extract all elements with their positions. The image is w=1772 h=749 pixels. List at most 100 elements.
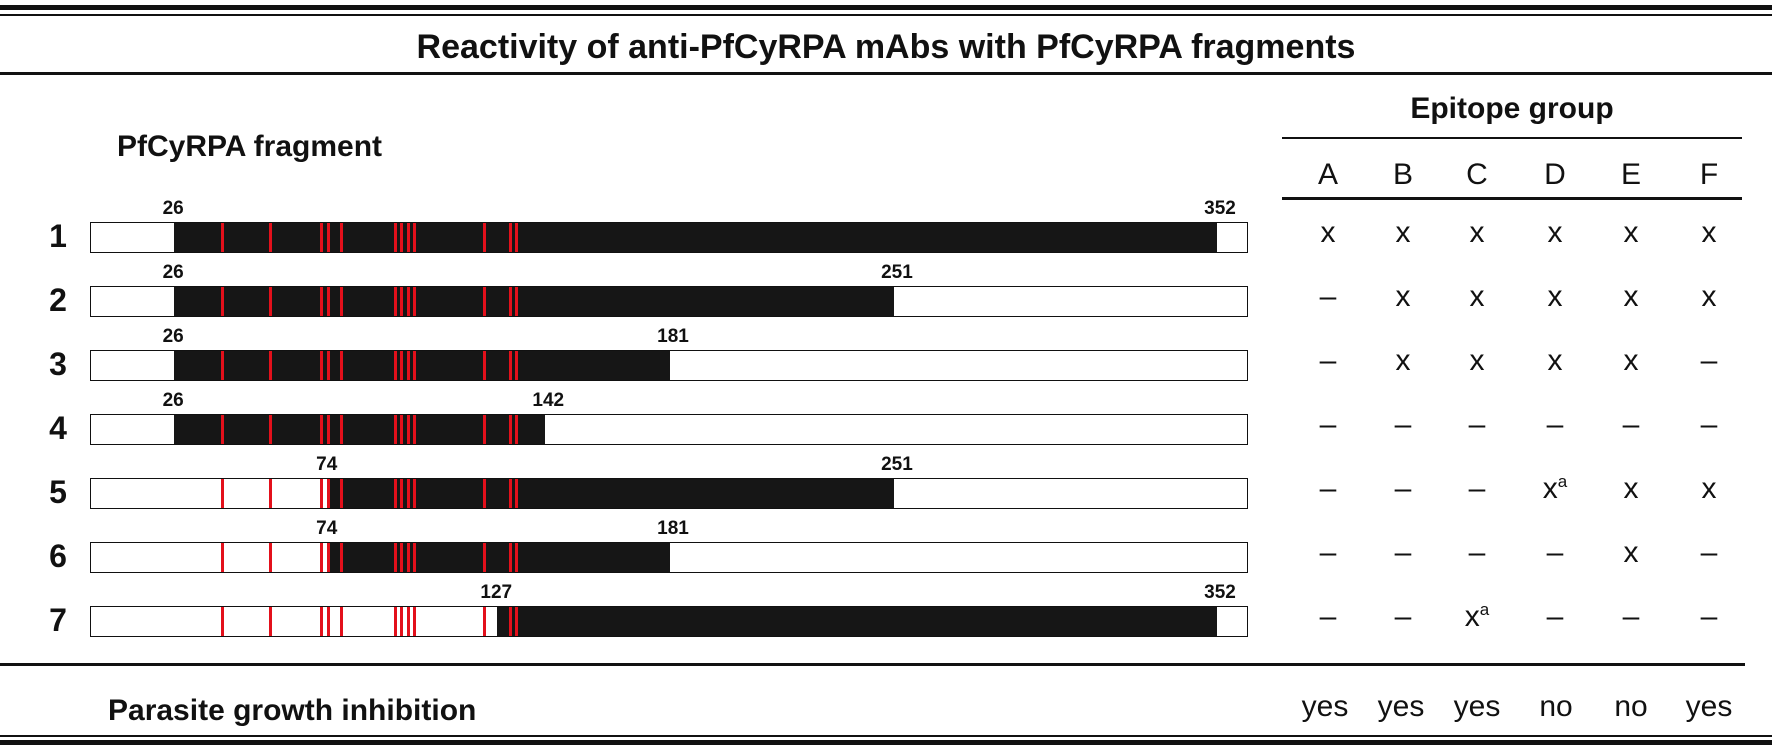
cysteine-mark bbox=[406, 607, 410, 636]
row-number: 2 bbox=[49, 282, 67, 318]
figure-title: Reactivity of anti-PfCyRPA mAbs with PfC… bbox=[416, 28, 1356, 66]
fragment-bar bbox=[90, 414, 1248, 445]
end-residue-label: 251 bbox=[881, 262, 913, 283]
cysteine-mark bbox=[515, 287, 519, 316]
epitope-rule bbox=[1282, 137, 1742, 139]
row-number: 7 bbox=[49, 602, 67, 638]
cysteine-mark bbox=[339, 287, 343, 316]
cysteine-mark bbox=[320, 351, 324, 380]
end-residue-label: 352 bbox=[1204, 582, 1236, 603]
reactivity-value: x bbox=[1623, 280, 1639, 313]
reactivity-value: – bbox=[1319, 472, 1337, 505]
cysteine-mark bbox=[320, 223, 324, 252]
reactivity-cell: x bbox=[1525, 344, 1585, 378]
reactivity-value: – bbox=[1700, 600, 1718, 633]
cysteine-mark bbox=[515, 543, 519, 572]
cysteine-mark bbox=[413, 415, 417, 444]
reactivity-cell: x bbox=[1373, 280, 1433, 314]
reactivity-cell: – bbox=[1601, 408, 1661, 442]
cysteine-mark bbox=[483, 479, 487, 508]
cysteine-mark bbox=[326, 287, 330, 316]
reactivity-cell: – bbox=[1298, 280, 1358, 314]
cysteine-mark bbox=[413, 287, 417, 316]
cysteine-mark bbox=[320, 607, 324, 636]
cysteine-mark bbox=[509, 607, 513, 636]
end-residue-label: 181 bbox=[657, 326, 689, 347]
cysteine-mark bbox=[393, 287, 397, 316]
reactivity-value: – bbox=[1394, 536, 1412, 569]
footnote-marker: a bbox=[1479, 600, 1490, 619]
cysteine-mark bbox=[483, 607, 487, 636]
start-residue-label: 26 bbox=[162, 198, 184, 219]
inhibition-a: yes bbox=[1301, 690, 1349, 723]
reactivity-value: x bbox=[1623, 536, 1639, 569]
row-number: 1 bbox=[49, 218, 67, 254]
group-header-b: B bbox=[1392, 158, 1413, 191]
reactivity-cell: x bbox=[1601, 536, 1661, 570]
reactivity-cell: – bbox=[1298, 600, 1358, 634]
reactivity-cell: – bbox=[1373, 472, 1433, 506]
cysteine-mark bbox=[406, 351, 410, 380]
cysteine-mark bbox=[400, 223, 404, 252]
top-rule-inner bbox=[0, 14, 1772, 16]
inhibition-rule bbox=[0, 663, 1745, 666]
reactivity-value: x bbox=[1623, 472, 1639, 505]
reactivity-value: – bbox=[1700, 408, 1718, 441]
cysteine-mark bbox=[406, 223, 410, 252]
cysteine-mark bbox=[221, 543, 225, 572]
cysteine-mark bbox=[509, 223, 513, 252]
reactivity-cell: x bbox=[1601, 472, 1661, 506]
cysteine-mark bbox=[413, 479, 417, 508]
cysteine-mark bbox=[339, 351, 343, 380]
cysteine-mark bbox=[269, 351, 273, 380]
group-header-rule bbox=[1282, 197, 1742, 200]
reactivity-value: x bbox=[1464, 600, 1480, 633]
cysteine-mark bbox=[400, 607, 404, 636]
reactivity-cell: x bbox=[1447, 216, 1507, 250]
cysteine-mark bbox=[483, 543, 487, 572]
fragment-bar bbox=[90, 350, 1248, 381]
row-number: 5 bbox=[49, 474, 67, 510]
reactivity-value: x bbox=[1542, 472, 1558, 505]
cysteine-mark bbox=[413, 543, 417, 572]
reactivity-cell: x bbox=[1601, 280, 1661, 314]
cysteine-mark bbox=[221, 479, 225, 508]
cysteine-mark bbox=[339, 607, 343, 636]
reactivity-value: – bbox=[1546, 408, 1564, 441]
fragment-bar bbox=[90, 478, 1248, 509]
cysteine-mark bbox=[326, 351, 330, 380]
cysteine-mark bbox=[326, 223, 330, 252]
cysteine-mark bbox=[509, 287, 513, 316]
cysteine-mark bbox=[515, 607, 519, 636]
footnote-marker: a bbox=[1557, 472, 1568, 491]
inhibition-label: Parasite growth inhibition bbox=[108, 694, 477, 727]
reactivity-cell: – bbox=[1679, 536, 1739, 570]
reactivity-cell: – bbox=[1525, 600, 1585, 634]
group-header-a: A bbox=[1317, 158, 1338, 191]
cysteine-mark bbox=[221, 287, 225, 316]
fragment-fill bbox=[174, 287, 894, 316]
cysteine-mark bbox=[393, 415, 397, 444]
cysteine-mark bbox=[320, 415, 324, 444]
reactivity-value: x bbox=[1547, 344, 1563, 377]
reactivity-value: x bbox=[1395, 280, 1411, 313]
cysteine-mark bbox=[515, 479, 519, 508]
reactivity-cell: x bbox=[1679, 216, 1739, 250]
cysteine-mark bbox=[221, 607, 225, 636]
group-header-e: E bbox=[1620, 158, 1641, 191]
reactivity-cell: – bbox=[1447, 408, 1507, 442]
reactivity-value: x bbox=[1701, 280, 1717, 313]
reactivity-value: x bbox=[1469, 216, 1485, 249]
reactivity-value: – bbox=[1319, 344, 1337, 377]
cysteine-mark bbox=[393, 479, 397, 508]
reactivity-value: x bbox=[1395, 216, 1411, 249]
reactivity-cell: – bbox=[1525, 536, 1585, 570]
end-residue-label: 352 bbox=[1204, 198, 1236, 219]
reactivity-cell: x bbox=[1373, 344, 1433, 378]
cysteine-mark bbox=[509, 479, 513, 508]
cysteine-mark bbox=[326, 543, 330, 572]
reactivity-value: – bbox=[1319, 408, 1337, 441]
reactivity-value: – bbox=[1622, 408, 1640, 441]
cysteine-mark bbox=[509, 543, 513, 572]
reactivity-cell: x bbox=[1679, 472, 1739, 506]
